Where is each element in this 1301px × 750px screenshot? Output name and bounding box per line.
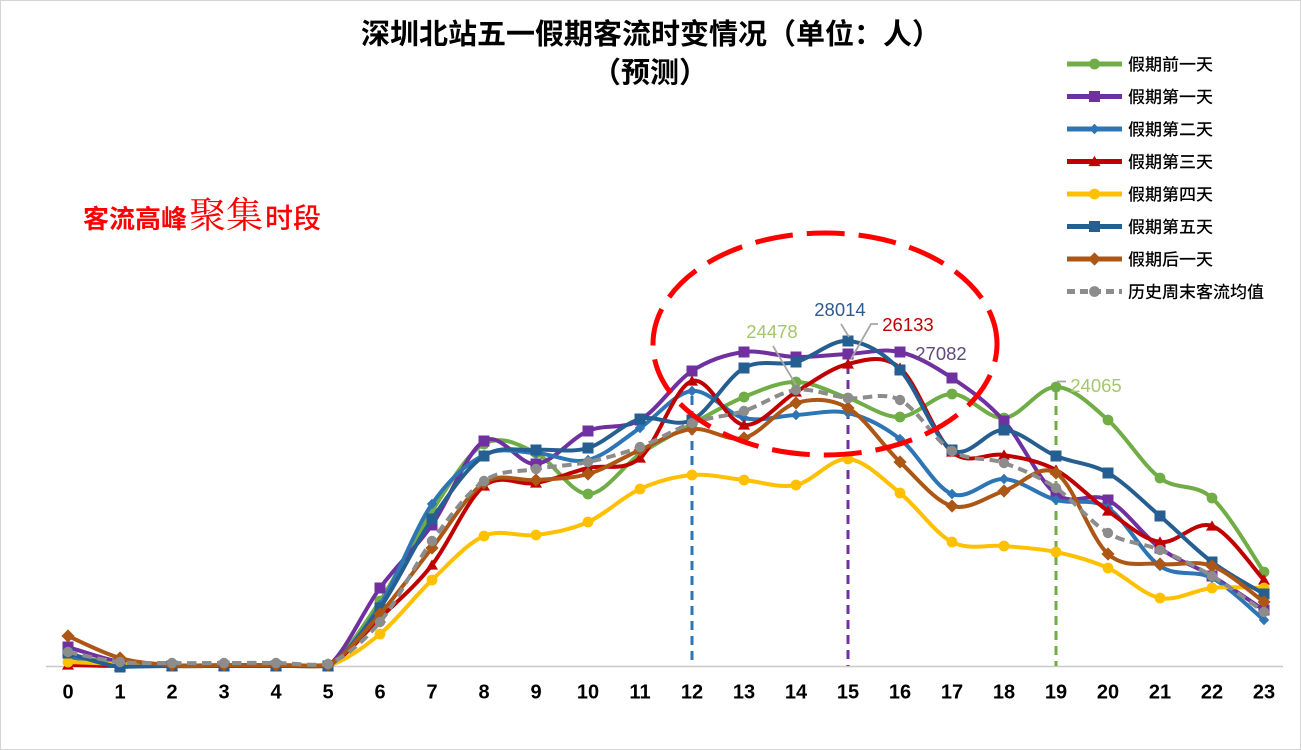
svg-text:27082: 27082 xyxy=(915,343,966,364)
svg-text:28014: 28014 xyxy=(814,299,865,320)
svg-text:9: 9 xyxy=(530,682,541,704)
svg-text:17: 17 xyxy=(941,682,963,704)
svg-text:2: 2 xyxy=(166,682,177,704)
svg-text:14: 14 xyxy=(785,682,808,704)
svg-text:20: 20 xyxy=(1097,682,1119,704)
svg-text:6: 6 xyxy=(374,682,385,704)
svg-text:11: 11 xyxy=(629,682,650,704)
svg-text:12: 12 xyxy=(681,682,703,704)
svg-text:5: 5 xyxy=(322,682,333,704)
svg-text:23: 23 xyxy=(1253,682,1275,704)
svg-text:22: 22 xyxy=(1201,682,1223,704)
svg-text:7: 7 xyxy=(426,682,437,704)
svg-text:10: 10 xyxy=(577,682,599,704)
svg-text:24065: 24065 xyxy=(1070,375,1121,396)
svg-text:8: 8 xyxy=(478,682,489,704)
svg-text:15: 15 xyxy=(837,682,859,704)
svg-text:21: 21 xyxy=(1149,682,1171,704)
svg-text:16: 16 xyxy=(889,682,911,704)
svg-text:1: 1 xyxy=(114,682,125,704)
svg-text:18: 18 xyxy=(993,682,1015,704)
svg-text:19: 19 xyxy=(1045,682,1067,704)
svg-text:24478: 24478 xyxy=(746,321,797,342)
svg-text:3: 3 xyxy=(218,682,229,704)
svg-text:4: 4 xyxy=(270,682,282,704)
svg-text:13: 13 xyxy=(733,682,755,704)
svg-text:0: 0 xyxy=(62,682,73,704)
svg-text:26133: 26133 xyxy=(882,314,933,335)
